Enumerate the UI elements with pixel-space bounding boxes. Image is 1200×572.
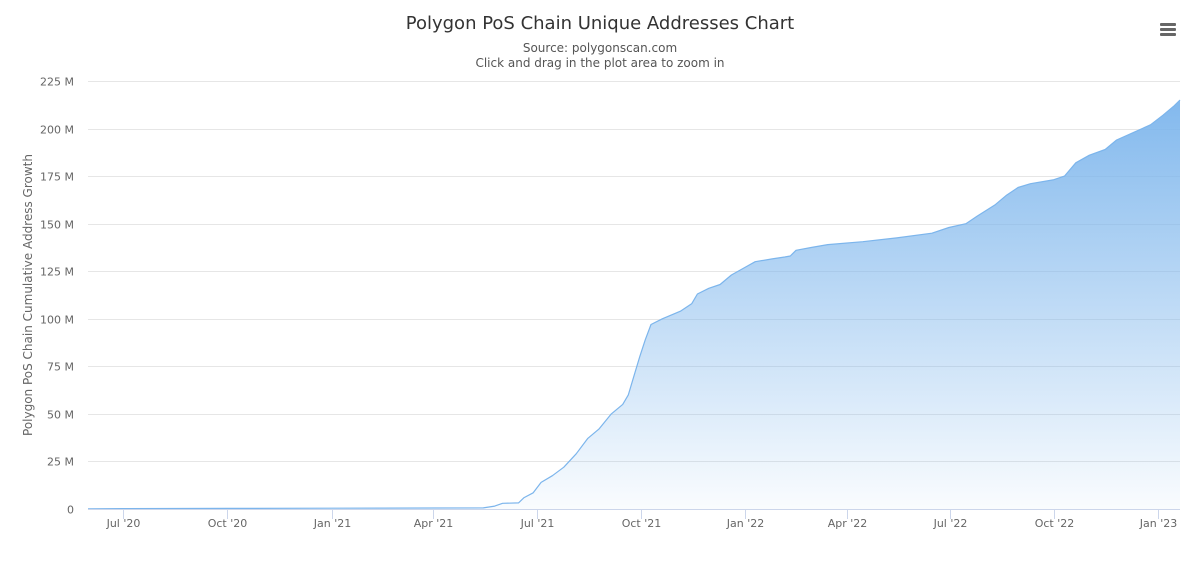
hamburger-icon: [1160, 23, 1176, 26]
x-tick-label: Oct '20: [208, 517, 248, 530]
x-tick-label: Oct '22: [1035, 517, 1075, 530]
chart-menu-button[interactable]: [1156, 19, 1180, 39]
chart-title: Polygon PoS Chain Unique Addresses Chart: [405, 13, 795, 34]
y-tick-label: 75 M: [47, 361, 74, 374]
x-tick-label: Oct '21: [622, 517, 662, 530]
y-tick-label: 25 M: [47, 456, 74, 469]
x-tick-label: Jan '22: [726, 517, 764, 530]
y-tick-label: 200 M: [40, 124, 74, 137]
y-tick-label: 50 M: [47, 409, 74, 422]
y-tick-label: 0: [67, 504, 74, 517]
x-tick-label: Jul '21: [520, 517, 555, 530]
y-tick-label: 150 M: [40, 219, 74, 232]
axis-layer: 0 25 M 50 M 75 M 100 M 125 M 150 M 175 M 200 M 22…: [40, 76, 1180, 530]
x-tick-label: Jan '21: [313, 517, 351, 530]
x-tick-label: Jan '23: [1139, 517, 1177, 530]
y-tick-label: 225 M: [40, 76, 74, 89]
series-area-fill[interactable]: [88, 100, 1180, 509]
y-tick-label: 125 M: [40, 266, 74, 279]
subtitle-zoom-hint: Click and drag in the plot area to zoom …: [475, 56, 725, 70]
x-tick-label: Apr '22: [828, 517, 868, 530]
y-tick-label: 175 M: [40, 171, 74, 184]
series-line[interactable]: [87, 99, 1181, 510]
chart-subtitle: Source: polygonscan.com Click and drag i…: [0, 41, 1200, 71]
x-tick-label: Jul '22: [933, 517, 968, 530]
series-layer[interactable]: [87, 99, 1181, 510]
y-tick-label: 100 M: [40, 314, 74, 327]
x-tick-label: Apr '21: [414, 517, 454, 530]
subtitle-source: Source: polygonscan.com: [522, 41, 678, 55]
x-tick-label: Jul '20: [106, 517, 141, 530]
